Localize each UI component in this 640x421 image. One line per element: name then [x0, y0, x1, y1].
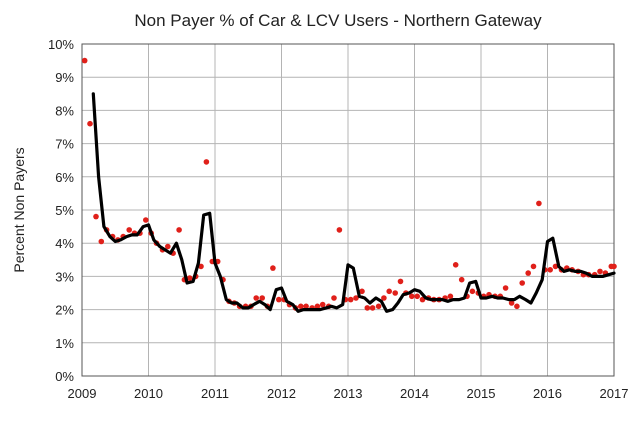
data-point: [81, 57, 88, 64]
data-point: [369, 305, 376, 311]
x-tick-label: 2010: [134, 386, 163, 401]
y-axis-ticks: 0% 1% 2% 3% 4% 5% 6% 7% 8% 9% 10%: [48, 37, 74, 384]
data-point: [514, 303, 520, 310]
data-point: [303, 303, 309, 310]
data-point: [336, 227, 343, 233]
data-point: [359, 288, 365, 295]
data-point: [597, 268, 603, 275]
series-line: [91, 92, 616, 313]
data-point: [253, 295, 259, 301]
data-point: [270, 265, 276, 271]
plot-area: [81, 43, 615, 377]
data-point: [87, 120, 93, 127]
x-tick-label: 2011: [201, 386, 229, 401]
data-point: [353, 295, 359, 301]
x-tick-label: 2016: [533, 386, 562, 401]
data-point: [392, 290, 399, 296]
data-point: [319, 301, 326, 308]
y-tick-label: 2%: [55, 303, 74, 318]
data-point: [386, 288, 393, 295]
data-point: [519, 280, 525, 286]
y-tick-label: 6%: [55, 170, 74, 185]
data-point: [536, 200, 542, 207]
data-point: [98, 238, 105, 245]
data-point: [508, 300, 515, 306]
data-point: [276, 296, 282, 303]
x-tick-label: 2014: [400, 386, 429, 401]
data-point: [414, 293, 421, 300]
y-tick-label: 10%: [48, 37, 74, 52]
data-point: [314, 303, 321, 310]
data-point: [381, 295, 387, 301]
data-point: [458, 276, 465, 283]
data-point: [397, 278, 404, 285]
y-axis-label: Percent Non Payers: [11, 147, 27, 272]
data-point: [469, 288, 476, 295]
x-tick-label: 2009: [68, 386, 97, 401]
data-point: [611, 263, 617, 270]
y-tick-label: 3%: [55, 269, 74, 284]
y-tick-label: 7%: [55, 137, 74, 152]
data-point: [165, 243, 171, 250]
y-tick-label: 0%: [55, 369, 74, 384]
y-tick-label: 9%: [55, 70, 74, 85]
y-tick-label: 1%: [55, 336, 74, 351]
data-point: [452, 262, 459, 268]
data-point: [375, 303, 382, 310]
data-points: [81, 57, 617, 311]
chart-title: Non Payer % of Car & LCV Users - Norther…: [134, 11, 542, 30]
data-point: [93, 213, 99, 220]
x-axis-ticks: 2009 2010 2011 2012 2013 2014 2015 2016 2017: [68, 386, 629, 401]
data-point: [447, 293, 454, 300]
data-point: [409, 293, 415, 300]
x-tick-label: 2017: [600, 386, 629, 401]
data-point: [364, 305, 371, 311]
data-point: [186, 275, 193, 281]
y-tick-label: 5%: [55, 203, 74, 218]
data-point: [198, 263, 204, 270]
y-tick-label: 8%: [55, 103, 74, 118]
x-tick-label: 2012: [267, 386, 296, 401]
y-tick-label: 4%: [55, 236, 74, 251]
x-tick-label: 2013: [334, 386, 363, 401]
data-point: [331, 295, 337, 301]
data-point: [143, 217, 149, 223]
data-point: [259, 295, 266, 301]
data-point: [347, 296, 354, 303]
data-point: [547, 267, 553, 273]
data-point: [298, 303, 304, 310]
data-point: [530, 263, 537, 270]
x-tick-label: 2015: [467, 386, 496, 401]
data-point: [525, 270, 531, 276]
data-point: [176, 227, 182, 233]
data-point: [502, 285, 509, 291]
grid-lines: [81, 43, 615, 377]
data-point: [203, 159, 210, 165]
data-point: [126, 227, 132, 233]
